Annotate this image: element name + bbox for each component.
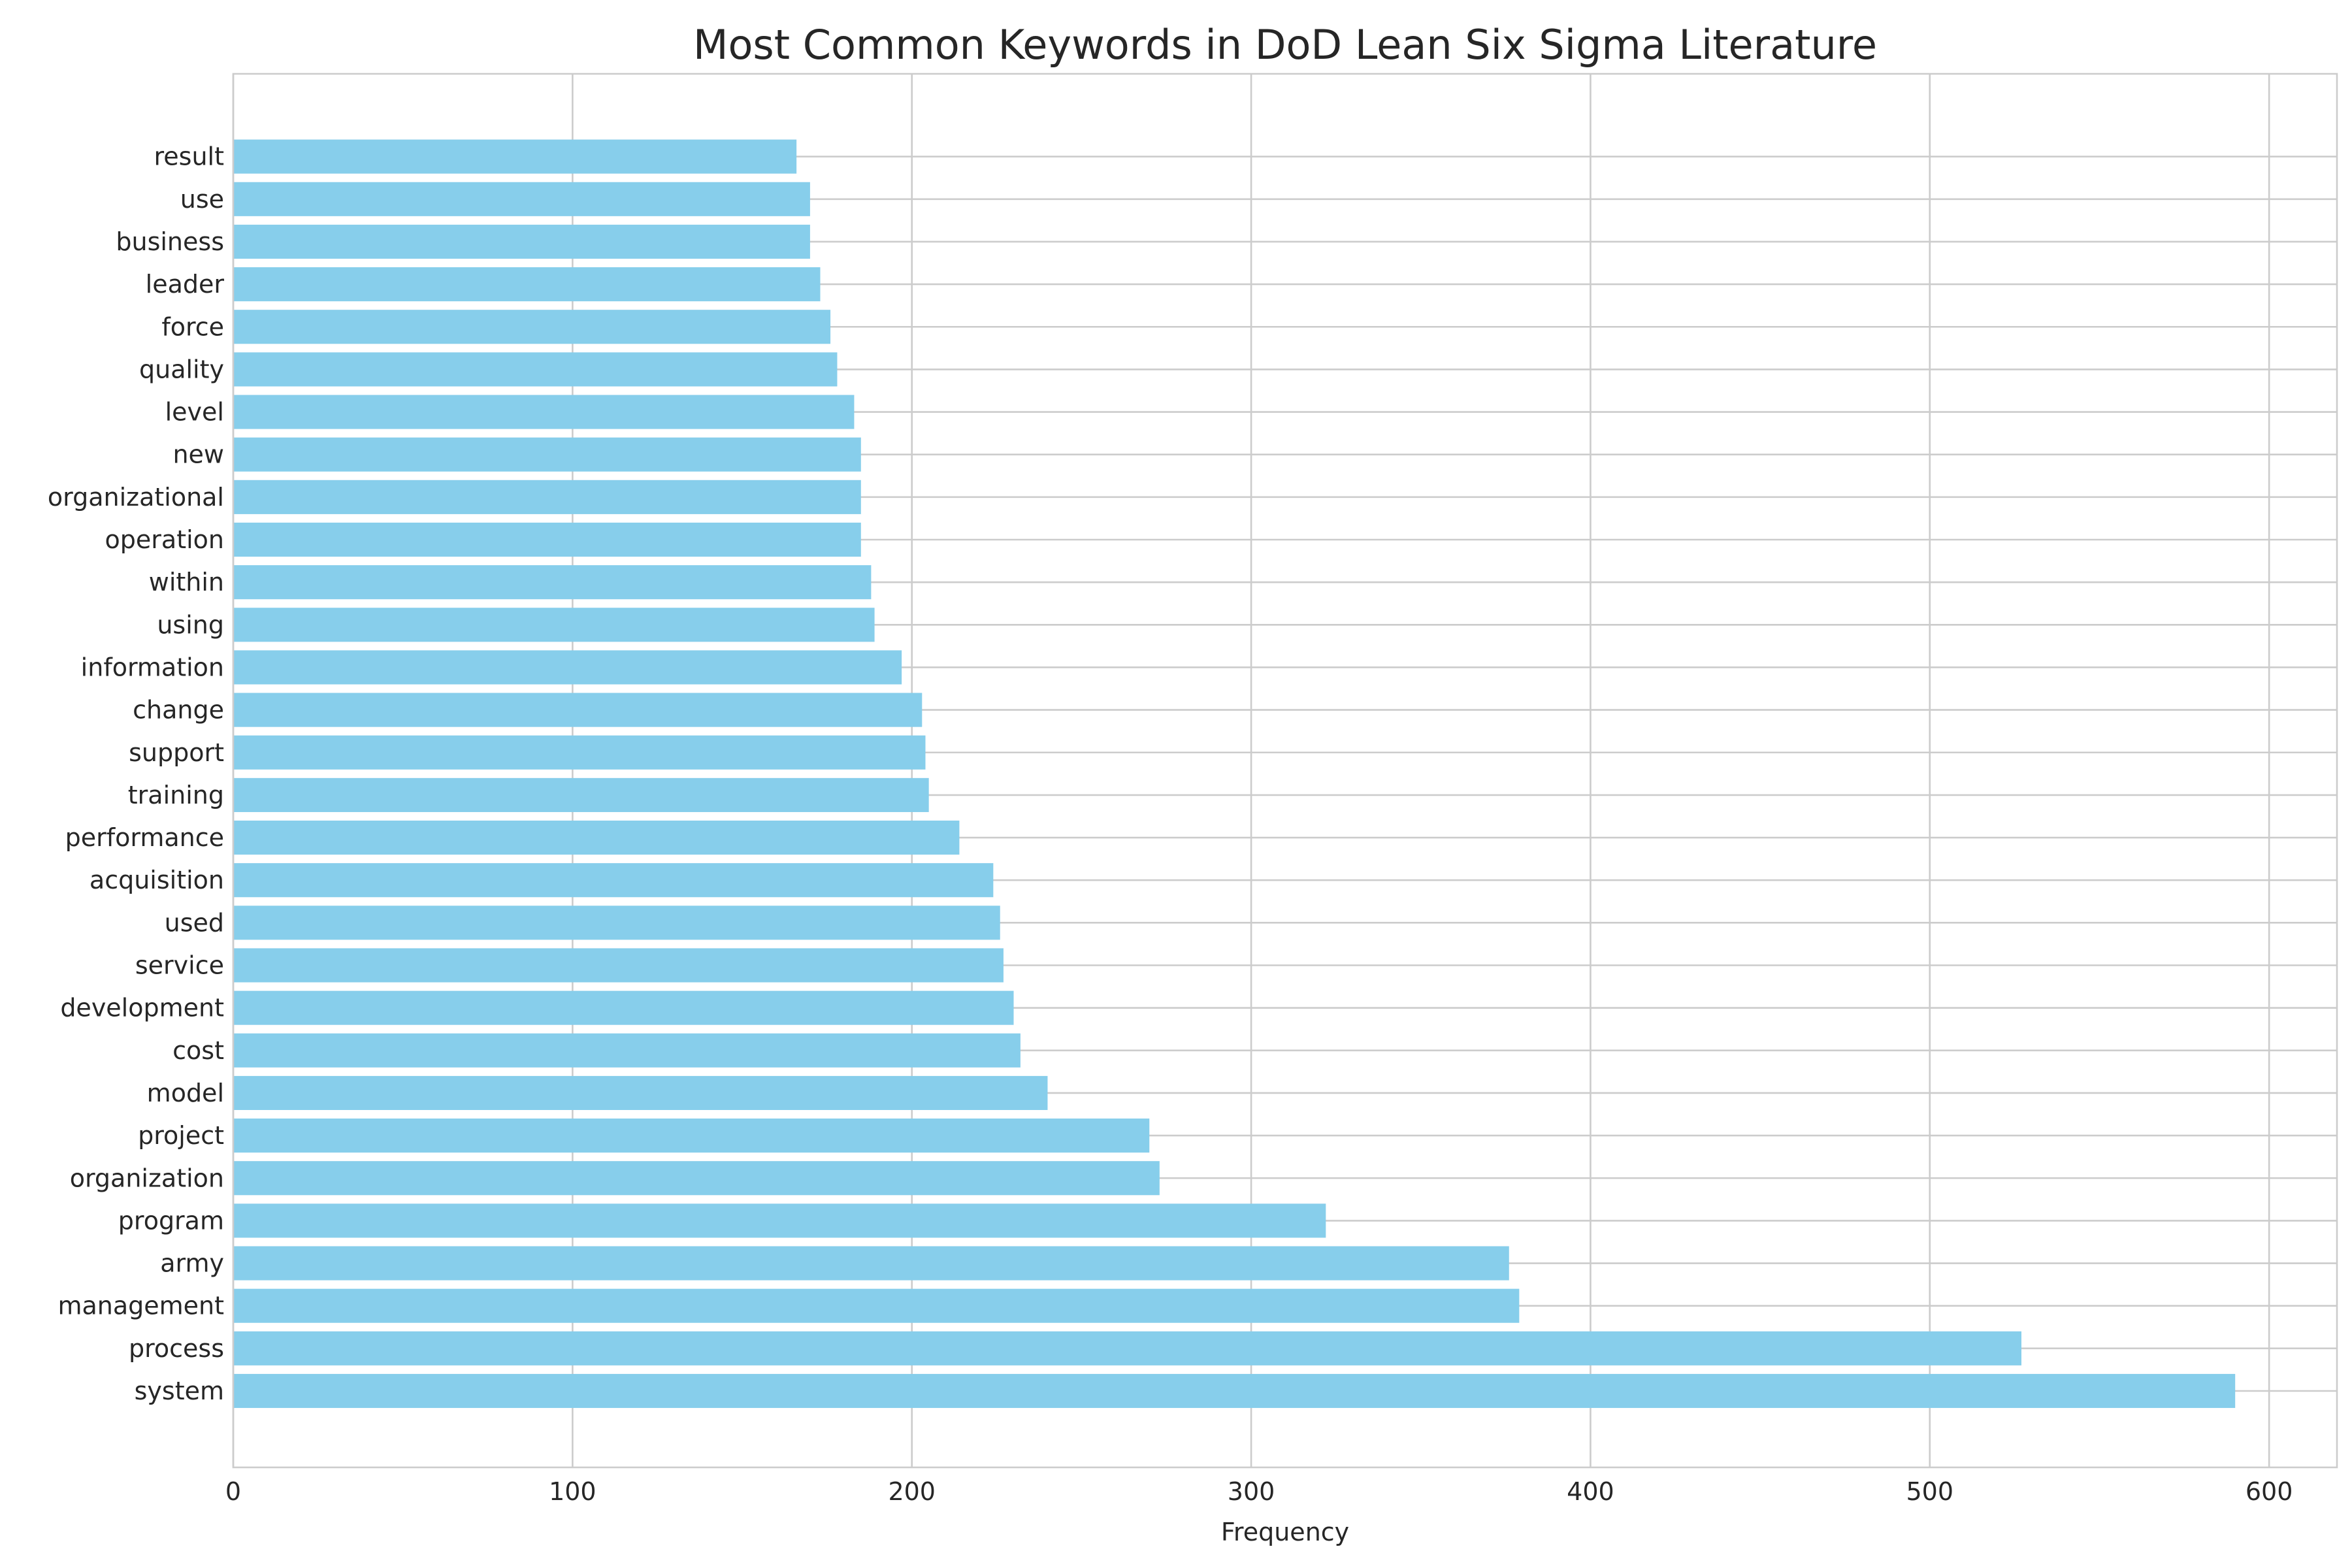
- y-tick-label-training: training: [128, 781, 224, 809]
- y-tick-label-used: used: [165, 908, 224, 937]
- y-tick-label-project: project: [138, 1121, 224, 1150]
- y-tick-label-organization: organization: [70, 1164, 224, 1192]
- y-tick-label-army: army: [160, 1249, 224, 1278]
- y-tick-label-quality: quality: [139, 355, 224, 384]
- bar-project: [233, 1119, 1150, 1153]
- y-tick-label-use: use: [180, 185, 224, 214]
- bar-development: [233, 990, 1014, 1025]
- y-tick-label-cost: cost: [172, 1036, 224, 1065]
- y-tick-label-change: change: [133, 696, 224, 725]
- bar-change: [233, 693, 923, 727]
- y-tick-label-system: system: [135, 1377, 224, 1405]
- bar-support: [233, 735, 926, 770]
- y-tick-label-business: business: [116, 227, 224, 256]
- bar-leader: [233, 267, 821, 302]
- x-tick-label: 400: [1567, 1477, 1614, 1506]
- y-tick-labels: system process management army program organi…: [48, 142, 224, 1405]
- bar-level: [233, 395, 855, 429]
- bar-organizational: [233, 480, 861, 514]
- bar-program: [233, 1203, 1326, 1238]
- y-tick-label-organizational: organizational: [48, 483, 224, 512]
- bar-force: [233, 310, 831, 344]
- bar-service: [233, 948, 1004, 983]
- bar-new: [233, 437, 861, 472]
- chart-title: Most Common Keywords in DoD Lean Six Sig…: [693, 21, 1877, 69]
- bar-used: [233, 906, 1000, 940]
- y-tick-label-development: development: [60, 994, 224, 1022]
- y-tick-label-operation: operation: [105, 525, 224, 554]
- bar-process: [233, 1331, 2021, 1365]
- bar-information: [233, 650, 902, 685]
- y-tick-label-program: program: [118, 1206, 224, 1235]
- bar-use: [233, 182, 810, 216]
- bar-operation: [233, 522, 861, 557]
- x-tick-label: 100: [549, 1477, 596, 1506]
- y-tick-label-level: level: [165, 398, 224, 427]
- y-tick-label-using: using: [157, 610, 224, 639]
- bar-acquisition: [233, 863, 994, 898]
- bar-management: [233, 1288, 1520, 1323]
- y-tick-label-model: model: [147, 1079, 224, 1107]
- bars: [233, 139, 2236, 1409]
- y-tick-label-result: result: [154, 142, 224, 171]
- y-tick-label-process: process: [129, 1334, 224, 1363]
- x-tick-label: 200: [888, 1477, 936, 1506]
- bar-using: [233, 608, 875, 642]
- bar-business: [233, 224, 810, 259]
- bar-model: [233, 1075, 1048, 1111]
- x-tick-label: 500: [1906, 1477, 1954, 1506]
- y-tick-label-support: support: [129, 738, 224, 767]
- x-tick-label: 600: [2246, 1477, 2293, 1506]
- x-axis-label: Frequency: [1221, 1518, 1349, 1546]
- y-tick-label-new: new: [172, 440, 224, 469]
- x-tick-label: 0: [225, 1477, 241, 1506]
- y-tick-label-information: information: [81, 653, 224, 681]
- bar-cost: [233, 1033, 1021, 1068]
- bar-performance: [233, 820, 960, 855]
- y-tick-label-acquisition: acquisition: [90, 866, 224, 894]
- y-tick-label-performance: performance: [65, 823, 224, 852]
- plot-frame: [232, 73, 2338, 1469]
- x-tick-labels: 0 100 200 300 400 500 600: [225, 1477, 2293, 1506]
- y-tick-label-service: service: [135, 951, 224, 980]
- y-tick-label-within: within: [149, 568, 224, 596]
- bar-system: [233, 1373, 2236, 1409]
- y-tick-label-force: force: [161, 312, 224, 341]
- bar-organization: [233, 1161, 1160, 1196]
- bar-within: [233, 565, 872, 600]
- y-tick-label-leader: leader: [146, 270, 225, 299]
- x-tick-label: 300: [1228, 1477, 1275, 1506]
- y-tick-label-management: management: [57, 1292, 224, 1320]
- bar-quality: [233, 352, 838, 387]
- bar-training: [233, 777, 929, 812]
- bar-army: [233, 1246, 1509, 1281]
- bar-result: [233, 139, 797, 174]
